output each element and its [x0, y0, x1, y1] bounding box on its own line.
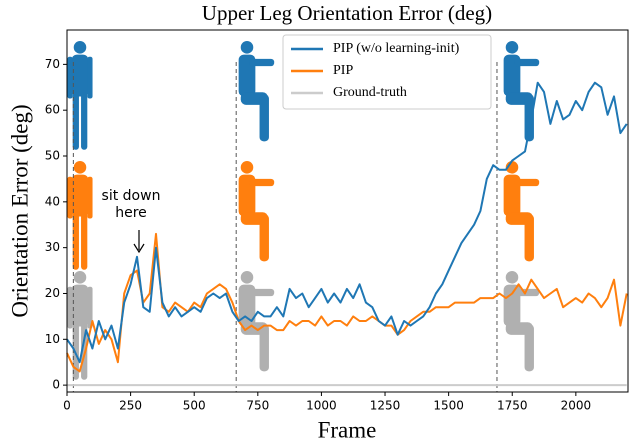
x-tick-label: 500 [183, 399, 206, 413]
figure-arm [514, 58, 540, 67]
figure-shin [524, 214, 534, 262]
figure-shin [259, 324, 269, 372]
y-tick-label: 50 [45, 149, 60, 163]
figure-torso [71, 284, 89, 327]
legend-box [282, 34, 492, 110]
human-figure [503, 161, 540, 262]
x-tick-label: 1000 [306, 399, 337, 413]
figure-head [73, 161, 87, 174]
figure-arm [87, 56, 93, 99]
plot-frame [66, 29, 629, 393]
figure-leg [72, 92, 79, 150]
x-tick-label: 250 [119, 399, 142, 413]
figure-arm [67, 56, 73, 99]
y-tick-label: 0 [52, 378, 60, 392]
human-figure [503, 41, 540, 142]
legend-label: PIP (w/o learning-init) [333, 41, 460, 56]
figure-leg [72, 322, 79, 380]
figure-arm [87, 176, 93, 219]
figure-head [73, 41, 87, 54]
y-tick-label: 10 [45, 332, 60, 346]
figure-arm [249, 58, 275, 67]
human-figure [67, 41, 93, 150]
annotation: here [115, 205, 147, 221]
y-tick-label: 40 [45, 194, 60, 208]
annotation: sit down [102, 188, 161, 204]
y-tick-label: 20 [45, 286, 60, 300]
figure-head [240, 41, 254, 54]
chart-title: Upper Leg Orientation Error (deg) [202, 1, 492, 25]
figure-arm [514, 288, 540, 297]
human-figure [67, 161, 93, 270]
y-tick-label: 30 [45, 240, 60, 254]
figure-leg [81, 92, 88, 150]
figure-arm [87, 286, 93, 329]
x-tick-label: 1500 [433, 399, 464, 413]
figure-torso [71, 174, 89, 217]
figure-leg [72, 212, 79, 270]
figure-arm [67, 176, 73, 219]
y-tick-label: 70 [45, 57, 60, 71]
data-line [66, 81, 628, 364]
figure-arm [67, 286, 73, 329]
y-axis-label: Orientation Error (deg) [7, 104, 32, 317]
figure-shin [259, 214, 269, 262]
x-tick-label: 2000 [561, 399, 592, 413]
x-tick-label: 1250 [370, 399, 401, 413]
figure-head [505, 41, 519, 54]
x-tick-label: 1750 [497, 399, 528, 413]
figure-head [240, 161, 254, 174]
annotation-arrowhead [133, 243, 145, 254]
human-figure [238, 271, 275, 372]
figure-arm [249, 178, 275, 187]
figure-arm [514, 178, 540, 187]
figure-shin [524, 94, 534, 142]
y-tick-label: 60 [45, 103, 60, 117]
figure-head [240, 271, 254, 284]
figure-torso [71, 54, 89, 97]
human-figure [238, 41, 275, 142]
human-figure [238, 161, 275, 262]
figure-arm [249, 288, 275, 297]
figure-head [505, 271, 519, 284]
figure-shin [259, 94, 269, 142]
figure-head [73, 271, 87, 284]
figure-shin [524, 324, 534, 372]
figure-leg [81, 212, 88, 270]
human-figure [503, 271, 540, 372]
legend-label: PIP [333, 63, 353, 78]
x-axis-label: Frame [318, 417, 377, 442]
x-tick-label: 750 [246, 399, 269, 413]
legend-label: Ground-truth [333, 85, 407, 100]
x-tick-label: 0 [63, 399, 71, 413]
